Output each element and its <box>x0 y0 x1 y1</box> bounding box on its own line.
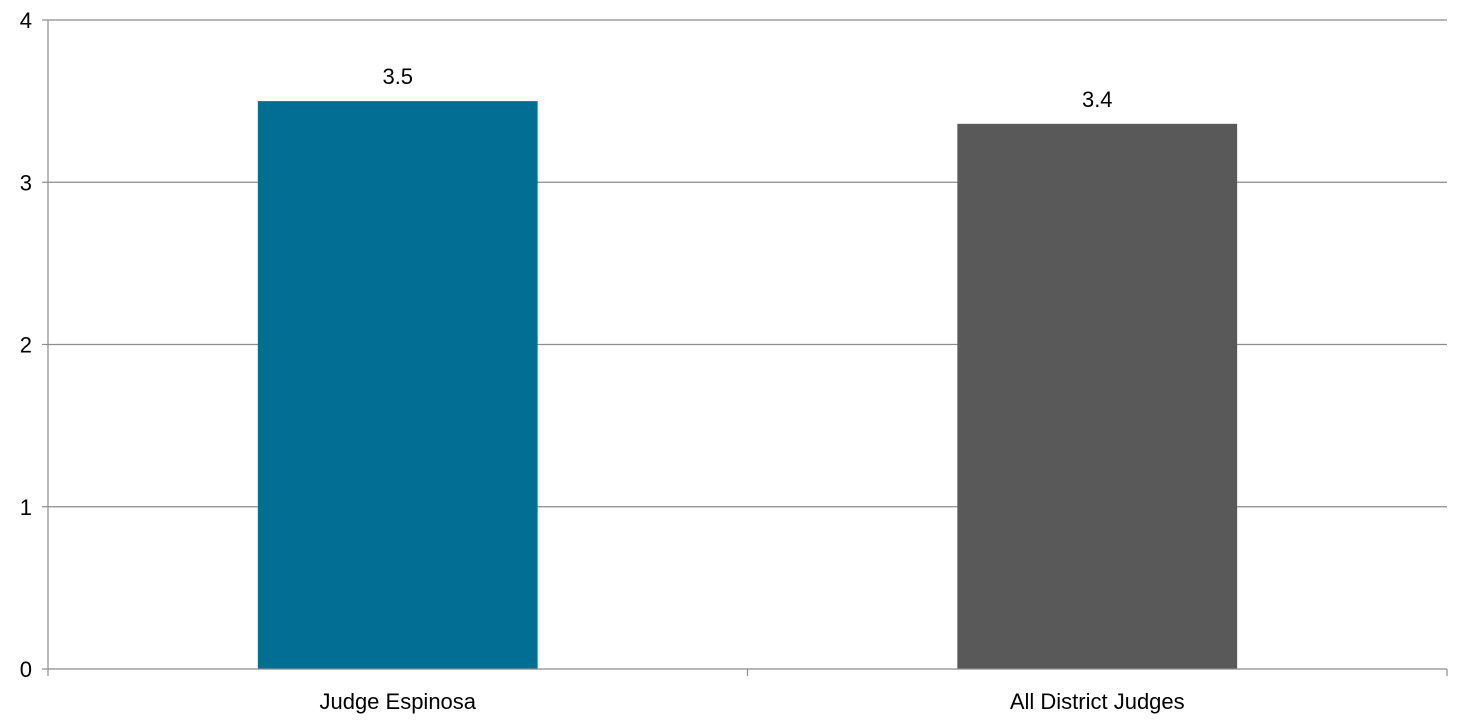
axes <box>42 19 1448 676</box>
y-tick-label-2: 2 <box>20 333 32 358</box>
bar-1 <box>257 101 538 669</box>
y-tick-label-0: 0 <box>20 657 32 682</box>
data-label-1: 3.5 <box>382 64 413 89</box>
data-label-2: 3.4 <box>1082 87 1113 112</box>
labels: 0 1 2 3 4 3.5 Judge Espinosa 3.4 All District Ju… <box>20 8 1185 714</box>
y-tick-label-4: 4 <box>20 8 32 33</box>
x-tick-label-2: All District Judges <box>1010 689 1185 714</box>
y-tick-label-3: 3 <box>20 170 32 195</box>
y-tick-label-1: 1 <box>20 495 32 520</box>
x-tick-label-1: Judge Espinosa <box>319 689 476 714</box>
bar-2 <box>957 123 1238 670</box>
bars <box>257 101 1238 670</box>
